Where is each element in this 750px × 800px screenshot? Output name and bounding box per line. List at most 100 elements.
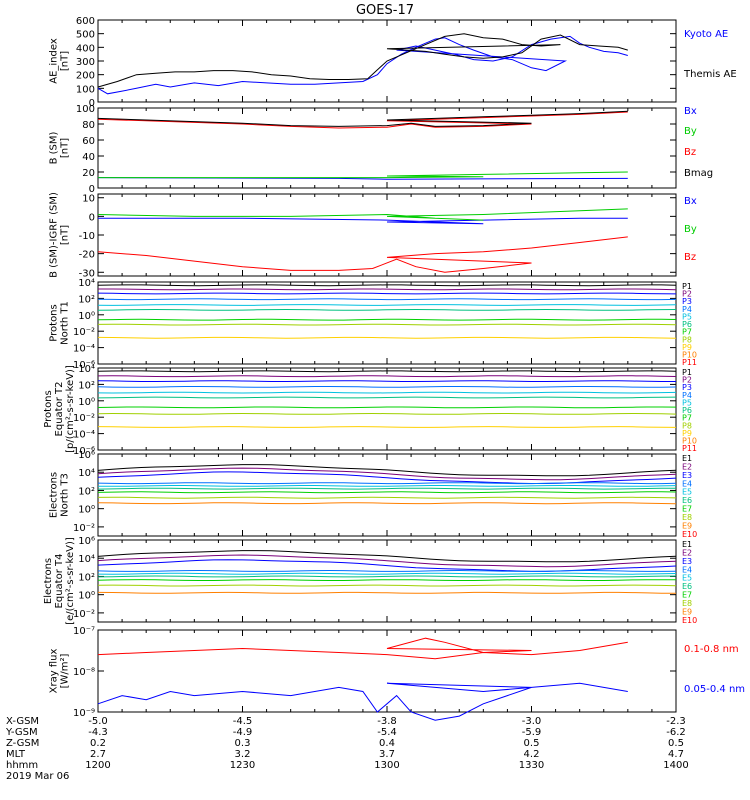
channel-line-p9 bbox=[97, 426, 677, 428]
y-axis-label: [nT] bbox=[60, 51, 71, 71]
series-line-0-05-0-4-nm bbox=[97, 682, 628, 721]
legend-label-p9: P9 bbox=[682, 429, 692, 438]
y-tick-label: 10 bbox=[82, 194, 95, 205]
y-tick-label: 40 bbox=[82, 152, 95, 163]
panel-7: 10⁶ 10⁴ 10² 10⁰ 10⁻² Electrons Equator T4 [e/(c… bbox=[43, 536, 697, 625]
y-axis-label: [W/m²] bbox=[60, 653, 71, 688]
y-tick-label: 10² bbox=[78, 572, 95, 583]
legend-label-p6: P6 bbox=[682, 406, 692, 415]
y-tick-label: 10⁻² bbox=[73, 523, 95, 534]
channel-line-e9 bbox=[97, 591, 677, 594]
y-axis-label: Electrons bbox=[43, 558, 54, 604]
panel-frame bbox=[97, 281, 677, 365]
x-axis-row-label: Y-GSM bbox=[5, 727, 38, 738]
y-tick-label: 0 bbox=[89, 98, 95, 109]
y-tick-label: 400 bbox=[76, 43, 95, 54]
legend-label: By bbox=[684, 224, 697, 235]
x-axis-value: 1230 bbox=[230, 760, 255, 771]
legend-label-e8: E8 bbox=[682, 599, 692, 608]
x-axis-value: 3.2 bbox=[235, 749, 251, 760]
y-tick-label: 0 bbox=[89, 184, 95, 195]
channel-line-e6 bbox=[97, 575, 677, 578]
y-axis-label: [p/(cm²-s-sr-keV)] bbox=[65, 365, 76, 453]
y-tick-label: 0 bbox=[89, 212, 95, 223]
legend-label-p1: P1 bbox=[682, 282, 692, 291]
legend-label-e10: E10 bbox=[682, 616, 697, 625]
y-tick-label: 10² bbox=[78, 380, 95, 391]
y-tick-label: 10⁰ bbox=[78, 591, 95, 602]
y-tick-label: -30 bbox=[79, 268, 95, 279]
x-axis-value: -3.8 bbox=[377, 716, 397, 727]
y-axis-label: Xray flux bbox=[49, 649, 60, 694]
legend-label: Bx bbox=[684, 106, 697, 117]
channel-line-p2 bbox=[97, 375, 677, 378]
y-tick-label: 10⁻² bbox=[73, 609, 95, 620]
y-axis-label: North T3 bbox=[60, 473, 71, 517]
legend-label: Kyoto AE bbox=[684, 29, 728, 40]
channel-line-p6 bbox=[97, 396, 677, 399]
y-tick-label: 10⁶ bbox=[78, 450, 95, 461]
y-axis-label: Protons bbox=[49, 304, 60, 341]
legend-label-e3: E3 bbox=[682, 557, 692, 566]
y-tick-label: 10⁰ bbox=[78, 505, 95, 516]
y-axis-label: Protons bbox=[43, 390, 54, 427]
channel-line-e1 bbox=[97, 464, 677, 477]
y-axis-label: Equator T2 bbox=[54, 382, 65, 437]
series-line-by bbox=[98, 171, 628, 179]
channel-line-e5 bbox=[97, 572, 677, 575]
legend-label: Themis AE bbox=[683, 69, 737, 80]
x-axis-value: -5.9 bbox=[522, 727, 542, 738]
legend-label-p8: P8 bbox=[682, 335, 692, 344]
x-axis-row-label: X-GSM bbox=[6, 716, 39, 727]
series-line-bz bbox=[97, 111, 628, 129]
x-axis-value: -4.5 bbox=[233, 716, 253, 727]
legend-label: 0.05-0.4 nm bbox=[684, 684, 745, 695]
y-tick-label: 500 bbox=[76, 30, 95, 41]
legend-label-p1: P1 bbox=[682, 368, 692, 377]
panel-frame bbox=[97, 367, 677, 451]
legend-label-p6: P6 bbox=[682, 320, 692, 329]
legend-label-p11: P11 bbox=[682, 358, 697, 367]
y-tick-label: -10 bbox=[79, 231, 95, 242]
panel-8: 10⁻⁷ 10⁻⁸ 10⁻⁹ Xray flux [W/m²] 0.1-0.8 nm 0.0… bbox=[49, 626, 745, 721]
panel-4: 10⁴ 10² 10⁰ 10⁻² 10⁻⁴ 10⁻⁶ Protons North T1 P1P2… bbox=[49, 278, 698, 371]
channel-line-p9 bbox=[97, 336, 677, 339]
y-tick-label: 10⁻² bbox=[73, 413, 95, 424]
channel-line-e6 bbox=[97, 487, 677, 490]
legend-label-e6: E6 bbox=[682, 582, 692, 591]
y-axis-label: B (SM) bbox=[49, 131, 60, 164]
legend-label-p10: P10 bbox=[682, 437, 697, 446]
panel-frame bbox=[97, 193, 677, 277]
legend-label-p8: P8 bbox=[682, 421, 692, 430]
legend-label-e4: E4 bbox=[682, 479, 692, 488]
channel-line-e2 bbox=[97, 554, 677, 568]
channel-line-e7 bbox=[97, 491, 677, 494]
series-line-bz bbox=[97, 236, 628, 273]
x-axis-value: -5.4 bbox=[377, 727, 397, 738]
channel-line-e4 bbox=[97, 569, 677, 572]
legend-label-e9: E9 bbox=[682, 607, 692, 616]
x-axis-value: -2.3 bbox=[666, 716, 686, 727]
y-tick-label: 10⁻⁸ bbox=[73, 667, 95, 678]
channel-line-p7 bbox=[97, 406, 677, 409]
channel-line-p7 bbox=[97, 318, 677, 321]
x-axis-value: -4.9 bbox=[233, 727, 253, 738]
y-axis-label: [e/(cm²-s-sr-keV)] bbox=[65, 537, 76, 625]
y-tick-label: 80 bbox=[82, 120, 95, 131]
y-tick-label: 60 bbox=[82, 136, 95, 147]
channel-line-p4 bbox=[97, 386, 677, 388]
y-tick-label: 100 bbox=[76, 104, 95, 115]
channel-line-e1 bbox=[97, 550, 677, 563]
legend-label-p9: P9 bbox=[682, 343, 692, 352]
legend-label: 0.1-0.8 nm bbox=[684, 644, 739, 655]
channel-line-p5 bbox=[97, 304, 677, 306]
y-tick-label: -20 bbox=[79, 250, 95, 261]
x-axis-value: 0.5 bbox=[668, 738, 684, 749]
legend-label-e2: E2 bbox=[682, 462, 692, 471]
channel-line-p6 bbox=[97, 308, 677, 311]
x-axis-value: 0.5 bbox=[524, 738, 540, 749]
figure-title: GOES-17 bbox=[356, 3, 414, 18]
legend-label-e1: E1 bbox=[682, 454, 692, 463]
